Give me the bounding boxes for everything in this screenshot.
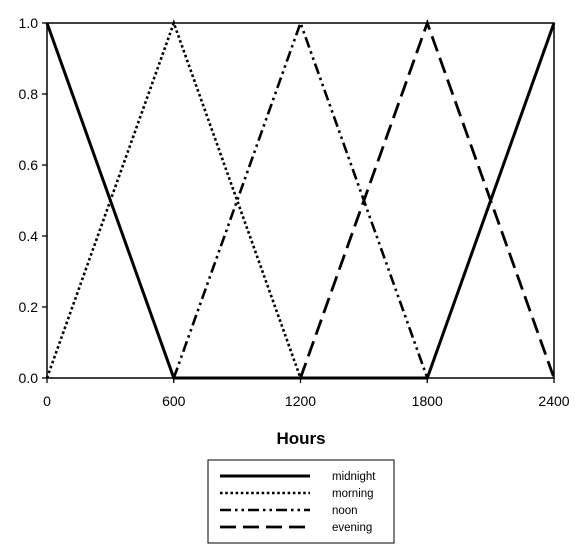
plot-area (46, 22, 555, 379)
x-tick-label: 0 (43, 393, 51, 409)
x-tick-label: 2400 (538, 393, 569, 409)
plot-frame (46, 22, 555, 379)
series-line-evening (299, 18, 556, 379)
y-tick-label: 1.0 (19, 15, 39, 31)
axes: 0 600 1200 1800 2400 0.0 0.2 0.4 0.6 0.8 1.0 (19, 15, 570, 409)
series-lines (45, 18, 556, 380)
y-tick-label: 0.0 (19, 370, 39, 386)
series-line-noon (172, 19, 429, 379)
x-tick-label: 1800 (412, 393, 443, 409)
y-tick-label: 0.4 (19, 228, 39, 244)
legend-box (207, 459, 395, 544)
y-tick-label: 0.2 (19, 299, 39, 315)
y-tick-label: 0.6 (19, 157, 39, 173)
x-tick-label: 600 (162, 393, 186, 409)
legend-label-noon: noon (332, 505, 358, 517)
series-line-morning (45, 19, 302, 379)
x-axis-title: Hours (276, 429, 325, 448)
legend-label-midnight: midnight (332, 471, 376, 483)
x-tick-label: 1200 (285, 393, 316, 409)
y-tick-label: 0.8 (19, 86, 39, 102)
legend: midnight morning noon evening (207, 459, 395, 544)
legend-label-evening: evening (332, 522, 372, 534)
series-line-midnight (45, 22, 556, 380)
legend-label-morning: morning (332, 488, 374, 500)
